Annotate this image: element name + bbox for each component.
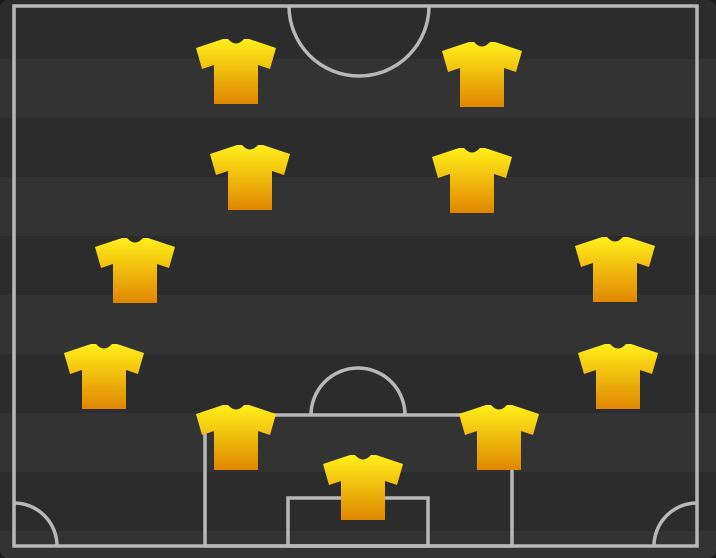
- jersey-icon: [210, 145, 290, 210]
- penalty-arc: [309, 366, 407, 416]
- centre-circle: [287, 5, 431, 78]
- jersey-icon: [95, 238, 175, 303]
- jersey-icon: [196, 39, 276, 104]
- player-attacking-mid-right[interactable]: [430, 146, 514, 214]
- player-attacker-left[interactable]: [194, 37, 278, 105]
- corner-arc-left: [13, 501, 59, 547]
- corner-arc-right: [652, 501, 698, 547]
- jersey-icon: [442, 42, 522, 107]
- player-centre-back-right[interactable]: [457, 403, 541, 471]
- player-fullback-right[interactable]: [576, 342, 660, 410]
- jersey-icon: [323, 455, 403, 520]
- jersey-icon: [196, 405, 276, 470]
- player-centre-back-left[interactable]: [194, 403, 278, 471]
- jersey-icon: [578, 344, 658, 409]
- player-attacking-mid-left[interactable]: [208, 143, 292, 211]
- jersey-icon: [64, 344, 144, 409]
- player-goalkeeper[interactable]: [321, 453, 405, 521]
- player-fullback-left[interactable]: [62, 342, 146, 410]
- jersey-icon: [432, 148, 512, 213]
- jersey-icon: [459, 405, 539, 470]
- player-wide-mid-right[interactable]: [573, 235, 657, 303]
- jersey-icon: [575, 237, 655, 302]
- player-wide-mid-left[interactable]: [93, 236, 177, 304]
- player-attacker-right[interactable]: [440, 40, 524, 108]
